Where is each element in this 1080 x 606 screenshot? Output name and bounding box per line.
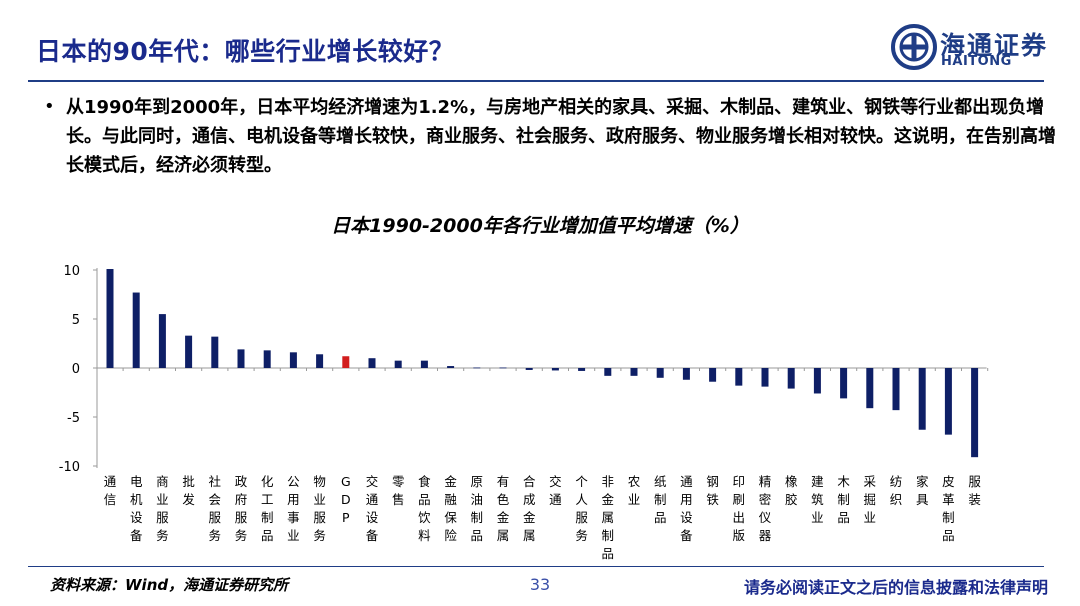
- x-category-label: 钢铁: [706, 474, 719, 507]
- bar: [735, 368, 743, 386]
- x-category-label: 服装: [968, 474, 981, 507]
- x-category-label: 精密仪器: [759, 474, 772, 543]
- bar: [944, 368, 952, 435]
- bar: [525, 368, 533, 370]
- logo: 海通证券 HAITONG: [890, 20, 1050, 75]
- haitong-logo-icon: [891, 24, 937, 70]
- bar: [551, 368, 559, 371]
- bullet-dot: •: [44, 96, 55, 117]
- bar: [787, 368, 795, 389]
- x-category-label: 公用事业: [287, 474, 300, 543]
- bar: [866, 368, 874, 409]
- y-tick-label: -10: [59, 460, 80, 475]
- bar: [761, 368, 769, 387]
- x-category-label: 印刷出版: [733, 474, 746, 543]
- y-tick-label: -5: [67, 411, 80, 426]
- x-category-label: 社会服务: [209, 474, 222, 543]
- bar: [604, 368, 612, 376]
- x-category-label: 物业服务: [313, 474, 326, 543]
- bar: [499, 367, 507, 369]
- x-category-label: 交通: [549, 474, 562, 507]
- x-category-label: 皮革制品: [942, 474, 955, 543]
- y-tick-label: 10: [63, 264, 80, 279]
- x-category-label: 纸制品: [654, 474, 667, 525]
- bar: [106, 269, 114, 368]
- bar: [289, 352, 297, 368]
- y-tick-label: 5: [72, 313, 80, 328]
- x-category-label: 商业服务: [156, 474, 169, 543]
- x-category-label: 个人服务: [575, 474, 588, 543]
- bar: [316, 354, 324, 368]
- chart-title: 日本1990-2000年各行业增加值平均增速（%）: [331, 215, 749, 237]
- header-divider: [28, 80, 1044, 82]
- page-title: 日本的90年代：哪些行业增长较好？: [36, 37, 455, 66]
- disclaimer: 请务必阅读正文之后的信息披露和法律声明: [743, 578, 1048, 597]
- x-category-label: 通用设备: [680, 474, 693, 543]
- x-category-label: 建筑业: [811, 474, 824, 525]
- x-category-label: 橡胶: [785, 474, 798, 507]
- bar: [971, 368, 979, 458]
- summary-paragraph: 从1990年到2000年，日本平均经济增速为1.2%，与房地产相关的家具、采掘、…: [66, 97, 1056, 176]
- bar: [813, 368, 821, 394]
- bar: [682, 368, 690, 380]
- bar: [656, 368, 664, 378]
- logo-text-en: HAITONG: [941, 54, 1012, 69]
- x-category-label: 有色金属: [497, 474, 510, 543]
- x-category-label: 食品饮料: [418, 474, 431, 543]
- bar: [892, 368, 900, 411]
- bar: [709, 368, 717, 382]
- bar: [211, 336, 219, 368]
- bar: [420, 360, 428, 368]
- bar: [447, 366, 455, 368]
- x-category-label: 通信: [104, 474, 117, 507]
- bar: [918, 368, 926, 430]
- logo-text-cn: 海通证券: [940, 31, 1049, 60]
- bar: [185, 335, 193, 368]
- page-number: 33: [529, 575, 551, 594]
- x-category-label: 政府服务: [235, 474, 248, 543]
- bar: [473, 367, 481, 369]
- source-note: 资料来源：Wind，海通证券研究所: [50, 576, 289, 594]
- x-category-label: 家具: [916, 474, 929, 507]
- bar: [237, 349, 245, 368]
- bar: [840, 368, 848, 399]
- x-category-label: 交通设备: [366, 474, 379, 543]
- x-category-label: 合成金属: [523, 474, 536, 543]
- footer-divider: [28, 566, 1044, 567]
- bar: [132, 292, 140, 368]
- bar: [578, 368, 586, 371]
- x-category-label: 原油制品: [471, 474, 484, 543]
- x-category-label: 批发: [182, 474, 195, 507]
- x-category-label: 化工制品: [261, 474, 274, 543]
- x-category-label: 零售: [392, 474, 405, 507]
- x-category-label: 电机设备: [130, 474, 143, 543]
- x-category-label: 金融保险: [444, 474, 457, 543]
- x-category-label: 纺织: [890, 474, 903, 507]
- bar: [394, 360, 402, 368]
- bar: [630, 368, 638, 376]
- y-tick-label: 0: [72, 362, 80, 377]
- bar: [263, 350, 271, 368]
- bar: [368, 358, 376, 368]
- bar: [342, 356, 350, 368]
- x-category-label: 木制品: [837, 474, 850, 525]
- bar: [158, 314, 166, 368]
- x-category-label: 非金属制品: [602, 474, 615, 561]
- x-category-label: 采掘业: [864, 474, 877, 525]
- x-category-label: 农业: [628, 474, 641, 507]
